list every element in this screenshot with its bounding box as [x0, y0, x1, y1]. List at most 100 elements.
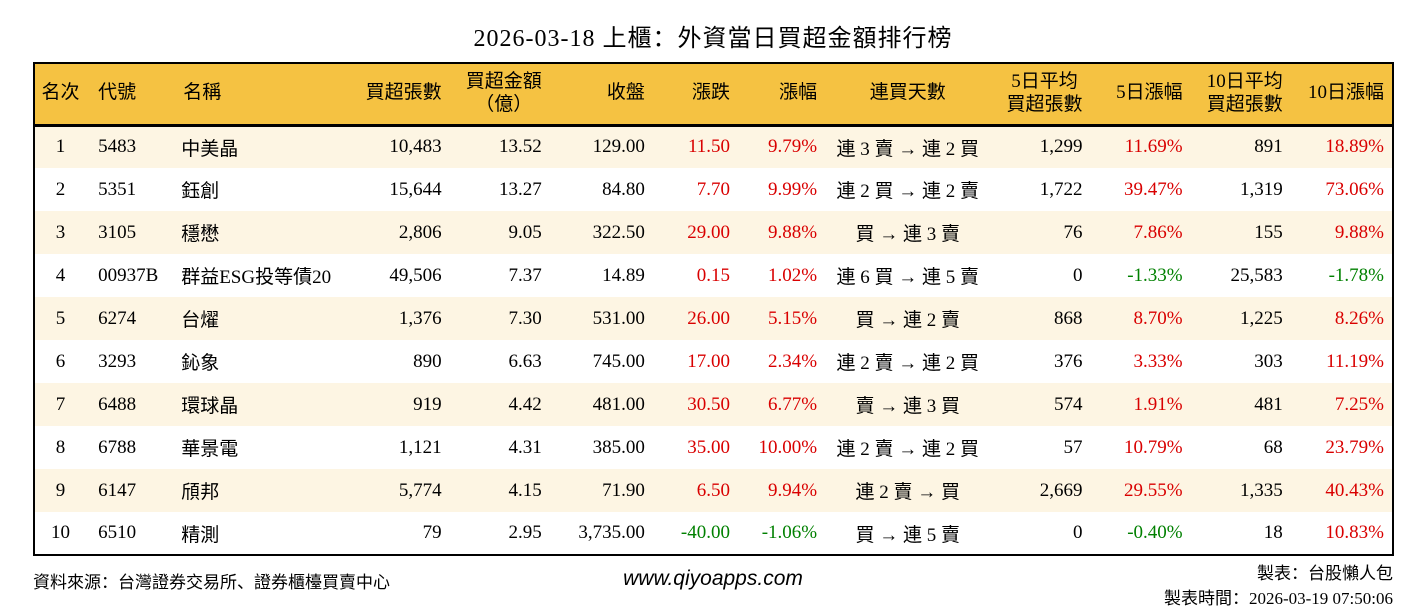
- cell-rank: 6: [34, 340, 87, 383]
- cell-net_buy_lots: 79: [329, 512, 450, 555]
- col-header-code: 代號: [86, 63, 172, 127]
- cell-rank: 9: [34, 469, 87, 512]
- cell-rank: 4: [34, 254, 87, 297]
- cell-change_pct: -1.06%: [737, 512, 826, 555]
- col-header-avg5_lots: 5日平均 買超張數: [990, 63, 1091, 127]
- cell-net_buy_amount: 4.42: [449, 383, 550, 426]
- cell-net_buy_amount: 2.95: [449, 512, 550, 555]
- cell-pct5: 10.79%: [1090, 426, 1191, 469]
- cell-close: 3,735.00: [549, 512, 653, 555]
- cell-change_pct: 5.15%: [737, 297, 826, 340]
- cell-code: 5351: [86, 168, 172, 211]
- cell-net_buy_amount: 4.15: [449, 469, 550, 512]
- table-header: 名次 代號 名稱 買超張數 買超金額 （億） 收盤 漲跌 漲幅 連買天數 5日平均 買超張數 5日漲幅 1…: [34, 63, 1393, 127]
- table-row: 3 3105 穩懋 2,806 9.05 322.50 29.00 9.88% 買 → 連 3 …: [34, 211, 1393, 254]
- cell-close: 481.00: [549, 383, 653, 426]
- cell-rank: 3: [34, 211, 87, 254]
- cell-change_pct: 1.02%: [737, 254, 826, 297]
- cell-code: 6788: [86, 426, 172, 469]
- cell-net_buy_amount: 4.31: [449, 426, 550, 469]
- cell-pct5: -0.40%: [1090, 512, 1191, 555]
- cell-code: 00937B: [86, 254, 172, 297]
- table-row: 7 6488 環球晶 919 4.42 481.00 30.50 6.77% 賣 → 連 3 買…: [34, 383, 1393, 426]
- cell-avg10_lots: 1,225: [1190, 297, 1291, 340]
- cell-code: 6510: [86, 512, 172, 555]
- cell-change: 30.50: [652, 383, 738, 426]
- cell-pct10: 11.19%: [1290, 340, 1393, 383]
- col-header-streak: 連買天數: [825, 63, 991, 127]
- cell-avg10_lots: 891: [1190, 125, 1291, 168]
- cell-net_buy_lots: 15,644: [329, 168, 450, 211]
- cell-pct10: 23.79%: [1290, 426, 1393, 469]
- cell-change: 6.50: [652, 469, 738, 512]
- cell-avg5_lots: 0: [990, 254, 1091, 297]
- cell-streak: 連 3 賣 → 連 2 買: [825, 125, 991, 168]
- cell-change_pct: 9.99%: [737, 168, 826, 211]
- cell-name: 中美晶: [171, 125, 330, 168]
- cell-avg10_lots: 18: [1190, 512, 1291, 555]
- cell-pct10: 73.06%: [1290, 168, 1393, 211]
- cell-net_buy_amount: 7.37: [449, 254, 550, 297]
- cell-net_buy_lots: 10,483: [329, 125, 450, 168]
- cell-rank: 2: [34, 168, 87, 211]
- cell-streak: 買 → 連 5 賣: [825, 512, 991, 555]
- cell-code: 5483: [86, 125, 172, 168]
- cell-net_buy_amount: 9.05: [449, 211, 550, 254]
- cell-name: 鈺創: [171, 168, 330, 211]
- cell-change_pct: 9.94%: [737, 469, 826, 512]
- cell-avg5_lots: 76: [990, 211, 1091, 254]
- table-row: 10 6510 精測 79 2.95 3,735.00 -40.00 -1.06% 買 → 連 …: [34, 512, 1393, 555]
- col-header-name: 名稱: [171, 63, 330, 127]
- col-header-change_pct: 漲幅: [737, 63, 826, 127]
- cell-close: 129.00: [549, 125, 653, 168]
- cell-close: 531.00: [549, 297, 653, 340]
- data-source-label: 資料來源：台灣證券交易所、證券櫃檯買賣中心: [33, 573, 390, 592]
- table-row: 2 5351 鈺創 15,644 13.27 84.80 7.70 9.99% 連 2 買 → …: [34, 168, 1393, 211]
- cell-avg5_lots: 2,669: [990, 469, 1091, 512]
- cell-avg10_lots: 481: [1190, 383, 1291, 426]
- col-header-avg10_lots: 10日平均 買超張數: [1190, 63, 1291, 127]
- cell-change_pct: 10.00%: [737, 426, 826, 469]
- cell-net_buy_amount: 13.52: [449, 125, 550, 168]
- cell-change: -40.00: [652, 512, 738, 555]
- cell-pct10: 10.83%: [1290, 512, 1393, 555]
- cell-streak: 賣 → 連 3 買: [825, 383, 991, 426]
- cell-change_pct: 9.79%: [737, 125, 826, 168]
- table-row: 6 3293 鈊象 890 6.63 745.00 17.00 2.34% 連 2 賣 → 連 …: [34, 340, 1393, 383]
- cell-rank: 8: [34, 426, 87, 469]
- cell-pct10: 7.25%: [1290, 383, 1393, 426]
- cell-streak: 連 2 賣 → 連 2 買: [825, 426, 991, 469]
- table-row: 4 00937B 群益ESG投等債20 49,506 7.37 14.89 0.15 1.02…: [34, 254, 1393, 297]
- cell-name: 環球晶: [171, 383, 330, 426]
- website-text: www.qiyoapps.com: [623, 567, 803, 590]
- cell-change: 26.00: [652, 297, 738, 340]
- col-header-net_buy_amount: 買超金額 （億）: [449, 63, 550, 127]
- cell-pct10: 18.89%: [1290, 125, 1393, 168]
- cell-change_pct: 9.88%: [737, 211, 826, 254]
- cell-avg5_lots: 868: [990, 297, 1091, 340]
- table-row: 8 6788 華景電 1,121 4.31 385.00 35.00 10.00% 連 2 賣 …: [34, 426, 1393, 469]
- col-header-close: 收盤: [549, 63, 653, 127]
- cell-pct5: 29.55%: [1090, 469, 1191, 512]
- col-header-rank: 名次: [34, 63, 87, 127]
- table-row: 1 5483 中美晶 10,483 13.52 129.00 11.50 9.79% 連 3 賣…: [34, 125, 1393, 168]
- cell-net_buy_lots: 1,121: [329, 426, 450, 469]
- cell-net_buy_lots: 890: [329, 340, 450, 383]
- cell-avg5_lots: 57: [990, 426, 1091, 469]
- cell-name: 精測: [171, 512, 330, 555]
- cell-change: 7.70: [652, 168, 738, 211]
- credits-block: 製表：台股懶人包 製表時間：2026-03-19 07:50:06: [1164, 562, 1393, 611]
- cell-code: 6488: [86, 383, 172, 426]
- cell-close: 745.00: [549, 340, 653, 383]
- maker-label: 製表：台股懶人包: [1257, 564, 1393, 583]
- cell-rank: 10: [34, 512, 87, 555]
- cell-streak: 連 6 買 → 連 5 賣: [825, 254, 991, 297]
- cell-name: 鈊象: [171, 340, 330, 383]
- cell-pct10: -1.78%: [1290, 254, 1393, 297]
- cell-pct5: -1.33%: [1090, 254, 1191, 297]
- cell-avg5_lots: 1,299: [990, 125, 1091, 168]
- cell-name: 台燿: [171, 297, 330, 340]
- table-row: 5 6274 台燿 1,376 7.30 531.00 26.00 5.15% 買 → 連 2 …: [34, 297, 1393, 340]
- col-header-change: 漲跌: [652, 63, 738, 127]
- cell-pct10: 40.43%: [1290, 469, 1393, 512]
